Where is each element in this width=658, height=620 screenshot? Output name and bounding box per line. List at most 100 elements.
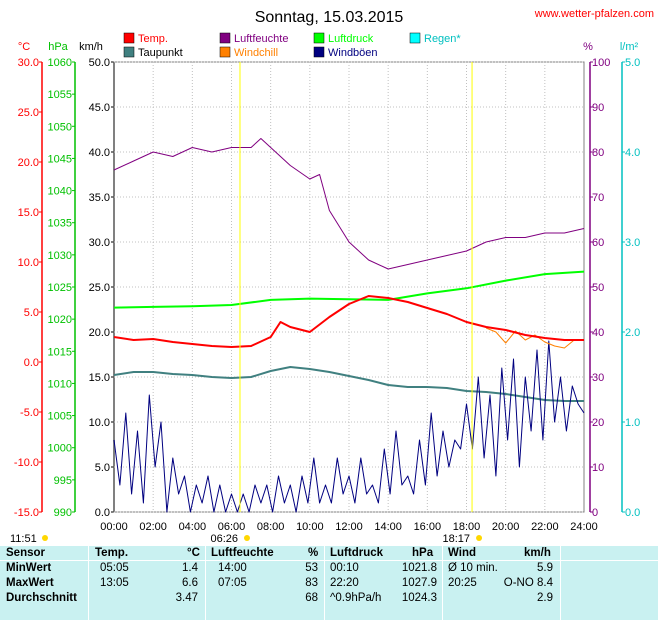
tick-label-rain: 2.0: [625, 327, 640, 339]
tick-label-humidity: 10: [592, 462, 604, 474]
sun-markers: 06:26 18:17 11:51: [10, 62, 483, 545]
axis-unit-pressure: hPa: [48, 41, 68, 53]
tick-label-humidity: 50: [592, 282, 604, 294]
weather-chart: Sonntag, 15.03.2015 www.wetter-pfalzen.c…: [10, 8, 654, 545]
x-tick-label: 12:00: [335, 521, 363, 533]
series: [113, 138, 585, 513]
grid: [113, 61, 585, 513]
tick-label-humidity: 20: [592, 417, 604, 429]
stat-press-time: 22:20: [330, 577, 359, 589]
stat-wind-time: 20:25: [448, 577, 477, 589]
daylength-icon: [42, 535, 48, 541]
tick-label-wind: 45.0: [89, 102, 110, 114]
tick-label-temp: 10.0: [18, 257, 39, 269]
tick-label-temp: 25.0: [18, 107, 39, 119]
hdr-wind-unit: km/h: [524, 547, 551, 559]
axis-unit-humidity: %: [583, 41, 593, 53]
tick-label-rain: 0.0: [625, 507, 640, 519]
tick-label-humidity: 90: [592, 102, 604, 114]
hdr-sensor: Sensor: [6, 547, 45, 559]
legend-label: Taupunkt: [138, 47, 183, 59]
tick-label-temp: 5.0: [24, 307, 39, 319]
legend-swatch: [123, 46, 135, 58]
stat-press-val: 1027.9: [401, 577, 437, 589]
series-windchill: [485, 327, 584, 349]
legend-swatch: [313, 32, 325, 44]
legend-swatch: [219, 32, 231, 44]
legend-label: Luftdruck: [328, 33, 374, 45]
hdr-temp: Temp.: [95, 547, 129, 559]
x-tick-label: 06:00: [218, 521, 246, 533]
tick-label-pressure: 1035: [48, 218, 72, 230]
site-link[interactable]: www.wetter-pfalzen.com: [534, 8, 654, 20]
tick-label-pressure: 1000: [48, 443, 72, 455]
tick-label-humidity: 60: [592, 237, 604, 249]
stat-temp-time: 05:05: [100, 562, 129, 574]
tick-label-pressure: 1025: [48, 282, 72, 294]
tick-label-temp: 30.0: [18, 57, 39, 69]
tick-label-humidity: 70: [592, 192, 604, 204]
legend-swatch: [123, 32, 135, 44]
hdr-hum-unit: %: [308, 547, 319, 559]
x-tick-label: 08:00: [257, 521, 285, 533]
tick-label-wind: 30.0: [89, 237, 110, 249]
tick-label-wind: 10.0: [89, 417, 110, 429]
axis-unit-rain: l/m²: [620, 41, 639, 53]
axis-unit-temp: °C: [18, 41, 30, 53]
tick-label-pressure: 995: [54, 475, 72, 487]
x-tick-label: 14:00: [374, 521, 402, 533]
x-tick-label: 16:00: [414, 521, 442, 533]
hdr-press: Luftdruck: [330, 547, 384, 559]
tick-label-temp: 20.0: [18, 157, 39, 169]
sunrise-icon: [243, 535, 250, 541]
x-tick-label: 10:00: [296, 521, 324, 533]
legend-label: Windchill: [234, 47, 278, 59]
stats-table: Sensor Temp. °C Luftfeuchte % Luftdruck …: [0, 546, 658, 620]
tick-label-wind: 20.0: [89, 327, 110, 339]
stat-hum-val: 53: [305, 562, 318, 574]
x-tick-label: 22:00: [531, 521, 559, 533]
stat-temp-time: 13:05: [100, 577, 129, 589]
stat-press-time: 00:10: [330, 562, 359, 574]
tick-label-wind: 15.0: [89, 372, 110, 384]
stat-hum-time: 14:00: [218, 562, 247, 574]
tick-label-pressure: 1015: [48, 346, 72, 358]
legend-swatch: [219, 46, 231, 58]
tick-label-rain: 1.0: [625, 417, 640, 429]
tick-label-humidity: 0: [592, 507, 598, 519]
x-tick-label: 24:00: [570, 521, 598, 533]
tick-label-humidity: 100: [592, 57, 610, 69]
stat-temp-val: 6.6: [182, 577, 198, 589]
x-tick-label: 18:00: [453, 521, 481, 533]
tick-label-temp: -10.0: [14, 457, 39, 469]
tick-label-humidity: 80: [592, 147, 604, 159]
stat-wind-val: 5.9: [537, 562, 553, 574]
x-tick-label: 02:00: [139, 521, 167, 533]
tick-label-humidity: 40: [592, 327, 604, 339]
tick-label-pressure: 1020: [48, 314, 72, 326]
legend-label: Regen*: [424, 33, 461, 45]
stat-press-val: 1024.3: [401, 592, 437, 604]
stat-wind-val: 2.9: [537, 592, 553, 604]
tick-label-temp: 0.0: [24, 357, 39, 369]
tick-label-wind: 5.0: [95, 462, 110, 474]
daylength-time: 11:51: [10, 533, 37, 545]
stat-temp-val: 1.4: [182, 562, 198, 574]
tick-label-temp: 15.0: [18, 207, 39, 219]
series-temp: [113, 295, 584, 348]
stat-wind-time: Ø 10 min.: [448, 562, 498, 574]
x-tick-label: 00:00: [100, 521, 128, 533]
hdr-temp-unit: °C: [187, 547, 200, 559]
tick-label-pressure: 1010: [48, 378, 72, 390]
stat-label: MinWert: [6, 562, 52, 574]
tick-label-humidity: 30: [592, 372, 604, 384]
series-windben: [113, 340, 585, 513]
tick-label-pressure: 1030: [48, 250, 72, 262]
x-tick-label: 04:00: [179, 521, 207, 533]
stat-press-val: 1021.8: [401, 562, 437, 574]
legend-swatch: [313, 46, 325, 58]
tick-label-wind: 0.0: [95, 507, 110, 519]
tick-label-pressure: 1045: [48, 153, 72, 165]
tick-label-pressure: 1050: [48, 121, 72, 133]
tick-label-rain: 3.0: [625, 237, 640, 249]
